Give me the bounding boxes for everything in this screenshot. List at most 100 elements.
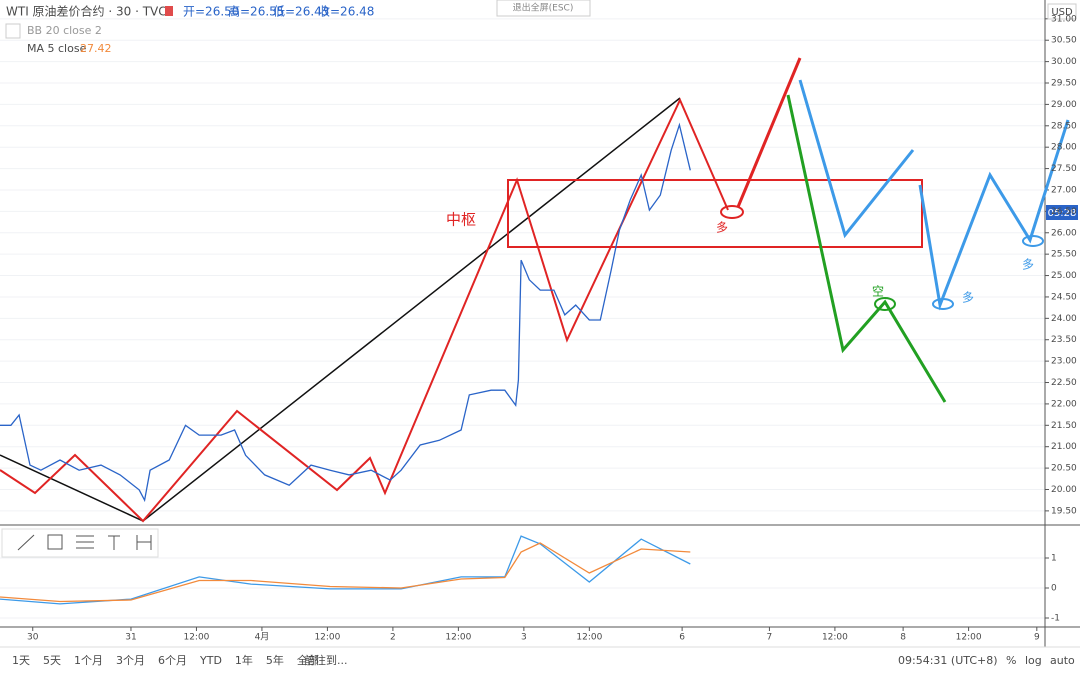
percent-toggle[interactable]: % bbox=[1006, 654, 1016, 667]
drawing-tools bbox=[17, 534, 152, 551]
y-tick-label: 25.50 bbox=[1051, 250, 1077, 260]
currency[interactable]: USD bbox=[1051, 7, 1073, 18]
blue-path-1 bbox=[798, 79, 915, 239]
ma-value: 27.42 bbox=[80, 42, 112, 55]
y-tick-label: 27.50 bbox=[1051, 164, 1077, 174]
y-tick-label: 26.50 bbox=[1051, 207, 1077, 217]
price-tag-label: 05:28 bbox=[1048, 208, 1077, 219]
y-tick-label: 20.00 bbox=[1051, 485, 1077, 495]
range-button[interactable]: 全部 bbox=[297, 653, 319, 667]
red-circle bbox=[720, 205, 744, 219]
y-tick-label: 22.50 bbox=[1051, 378, 1077, 388]
goto[interactable]: 前往到... bbox=[304, 653, 348, 667]
fib-tool[interactable] bbox=[76, 535, 94, 549]
close: 收=26.48 bbox=[318, 5, 374, 19]
exit-button[interactable] bbox=[496, 0, 591, 17]
text-tool[interactable] bbox=[108, 535, 120, 550]
y-tick-label: 22.00 bbox=[1051, 399, 1077, 409]
x-tick-label: 6 bbox=[679, 633, 685, 643]
drawing-toolbar bbox=[1, 528, 159, 558]
y-tick-label: -1 bbox=[1051, 614, 1060, 624]
y-tick-label: 21.00 bbox=[1051, 442, 1077, 452]
x-tick-label: 12:00 bbox=[576, 633, 602, 643]
open: 开=26.50 bbox=[183, 5, 239, 19]
y-tick-label: 31.00 bbox=[1051, 14, 1077, 24]
y-tick-label: 19.50 bbox=[1051, 506, 1077, 516]
collapse-button[interactable] bbox=[5, 23, 21, 39]
y-tick-label: 0 bbox=[1051, 584, 1057, 594]
range-button[interactable]: 3个月 bbox=[116, 654, 145, 667]
y-tick-label: 29.00 bbox=[1051, 100, 1077, 110]
auto-toggle[interactable]: auto bbox=[1050, 654, 1075, 667]
x-tick-label: 12:00 bbox=[314, 633, 340, 643]
x-tick-label: 12:00 bbox=[445, 633, 471, 643]
y-tick-label: 28.00 bbox=[1051, 143, 1077, 153]
y-tick-label: 23.50 bbox=[1051, 335, 1077, 345]
x-tick-label: 31 bbox=[125, 633, 136, 643]
symbol: WTI 原油差价合约 · 30 · TVC bbox=[6, 4, 167, 19]
y-tick-label: 28.50 bbox=[1051, 121, 1077, 131]
pivot-box bbox=[507, 179, 923, 248]
range-button[interactable]: 1年 bbox=[235, 653, 253, 667]
currency-box[interactable] bbox=[1047, 3, 1077, 20]
rect-tool[interactable] bbox=[47, 534, 63, 550]
blue-circle-2 bbox=[1022, 235, 1044, 247]
range-button[interactable]: 6个月 bbox=[158, 654, 187, 667]
y-tick-label: 26.00 bbox=[1051, 228, 1077, 238]
series-line bbox=[0, 542, 691, 603]
x-tick-label: 2 bbox=[390, 633, 396, 643]
long-label: 多 bbox=[716, 221, 728, 235]
x-tick-label: 12:00 bbox=[822, 633, 848, 643]
green-circle bbox=[874, 297, 896, 311]
y-tick-label: 23.00 bbox=[1051, 357, 1077, 367]
log-toggle[interactable]: log bbox=[1025, 654, 1042, 667]
clock: 09:54:31 (UTC+8) bbox=[898, 654, 998, 667]
long-label: 多 bbox=[1022, 258, 1034, 272]
long-label: 多 bbox=[962, 291, 974, 305]
x-tick-label: 12:00 bbox=[956, 633, 982, 643]
drawings bbox=[0, 57, 1070, 523]
bb-indicator: BB 20 close 2 bbox=[27, 24, 102, 37]
x-tick-label: 30 bbox=[27, 633, 39, 643]
flag bbox=[165, 6, 173, 16]
y-tick-label: 20.50 bbox=[1051, 464, 1077, 474]
x-tick-label: 12:00 bbox=[183, 633, 209, 643]
x-tick-label: 4月 bbox=[255, 632, 270, 643]
series-line bbox=[0, 122, 691, 503]
x-tick-label: 7 bbox=[767, 633, 773, 643]
range-button[interactable]: 5年 bbox=[266, 653, 284, 667]
blue-circle-1 bbox=[932, 298, 954, 310]
price-tag bbox=[1046, 205, 1078, 220]
blue-path-2 bbox=[918, 119, 1070, 311]
bottom-toolbar: 1天 5天 1个月 3个月 6个月 YTD 1年 5年 全部 bbox=[12, 653, 319, 667]
x-tick-label: 3 bbox=[521, 633, 527, 643]
y-tick-label: 25.00 bbox=[1051, 271, 1077, 281]
pivot-label: 中枢 bbox=[446, 211, 476, 229]
high: 高=26.55 bbox=[228, 4, 284, 19]
measure-tool[interactable] bbox=[136, 535, 152, 550]
x-tick-label: 9 bbox=[1034, 633, 1040, 643]
range-button[interactable]: 1天 bbox=[12, 654, 30, 667]
short-label: 空 bbox=[872, 285, 884, 299]
y-tick-label: 27.00 bbox=[1051, 185, 1077, 195]
y-tick-label: 24.00 bbox=[1051, 314, 1077, 324]
y-tick-label: 30.50 bbox=[1051, 36, 1077, 46]
y-tick-label: 21.50 bbox=[1051, 421, 1077, 431]
line-tool[interactable] bbox=[17, 534, 35, 551]
low: 低=26.43 bbox=[273, 5, 329, 19]
x-tick-label: 8 bbox=[900, 633, 906, 643]
red-arrow bbox=[736, 57, 802, 208]
range-button[interactable]: 1个月 bbox=[74, 654, 103, 667]
y-tick-label: 30.00 bbox=[1051, 57, 1077, 67]
range-button[interactable]: YTD bbox=[199, 654, 222, 667]
range-button[interactable]: 5天 bbox=[43, 654, 61, 667]
y-tick-label: 24.50 bbox=[1051, 292, 1077, 302]
y-tick-label: 1 bbox=[1051, 554, 1057, 564]
y-tick-label: 29.50 bbox=[1051, 79, 1077, 89]
green-path bbox=[786, 94, 947, 403]
ma-indicator: MA 5 close bbox=[27, 42, 87, 55]
exit-label[interactable]: 退出全屏(ESC) bbox=[513, 2, 574, 14]
